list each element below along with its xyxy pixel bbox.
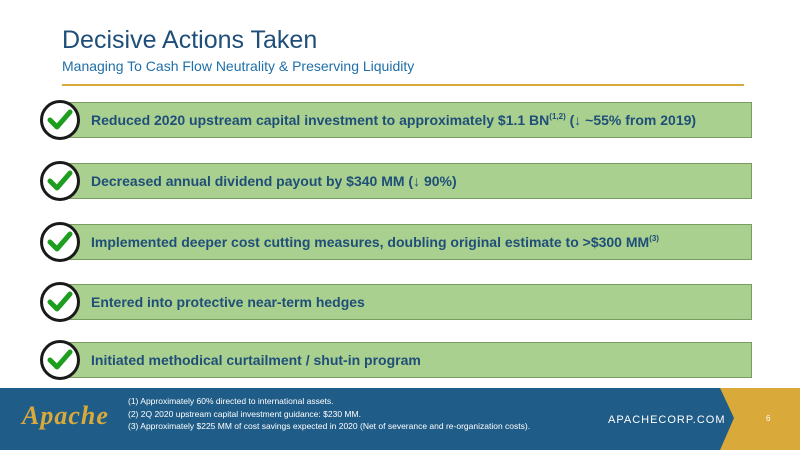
action-item: Implemented deeper cost cutting measures… xyxy=(40,222,752,262)
check-icon xyxy=(40,222,80,262)
divider xyxy=(62,84,744,86)
footnote-ref: (1,2) xyxy=(549,112,566,121)
page-subtitle: Managing To Cash Flow Neutrality & Prese… xyxy=(62,58,415,74)
action-item-text: Implemented deeper cost cutting measures… xyxy=(91,234,650,250)
footnotes: (1) Approximately 60% directed to intern… xyxy=(128,395,530,433)
apache-logo: Apache xyxy=(22,401,109,430)
footnote: (1) Approximately 60% directed to intern… xyxy=(128,396,334,406)
check-icon xyxy=(40,100,80,140)
action-item-text: Reduced 2020 upstream capital investment… xyxy=(91,112,550,128)
action-item: Reduced 2020 upstream capital investment… xyxy=(40,100,752,140)
action-item-text: Initiated methodical curtailment / shut-… xyxy=(91,352,421,368)
page-title: Decisive Actions Taken xyxy=(62,26,318,54)
check-icon xyxy=(40,340,80,380)
action-item: Decreased annual dividend payout by $340… xyxy=(40,161,752,201)
website-link[interactable]: APACHECORP.COM xyxy=(608,414,726,426)
check-icon xyxy=(40,282,80,322)
check-icon xyxy=(40,161,80,201)
action-item-text: Entered into protective near-term hedges xyxy=(91,294,365,310)
action-item-text: Decreased annual dividend payout by $340… xyxy=(91,173,457,189)
page-number: 6 xyxy=(766,414,771,423)
action-item: Initiated methodical curtailment / shut-… xyxy=(40,340,752,380)
footer: Apache (1) Approximately 60% directed to… xyxy=(0,388,800,450)
action-item: Entered into protective near-term hedges xyxy=(40,282,752,322)
action-item-suffix: (↓ ~55% from 2019) xyxy=(565,112,697,128)
footnote: (3) Approximately $225 MM of cost saving… xyxy=(128,421,531,431)
footnote-ref: (3) xyxy=(649,234,659,243)
footnote: (2) 2Q 2020 upstream capital investment … xyxy=(128,408,361,419)
gold-accent xyxy=(720,388,800,450)
